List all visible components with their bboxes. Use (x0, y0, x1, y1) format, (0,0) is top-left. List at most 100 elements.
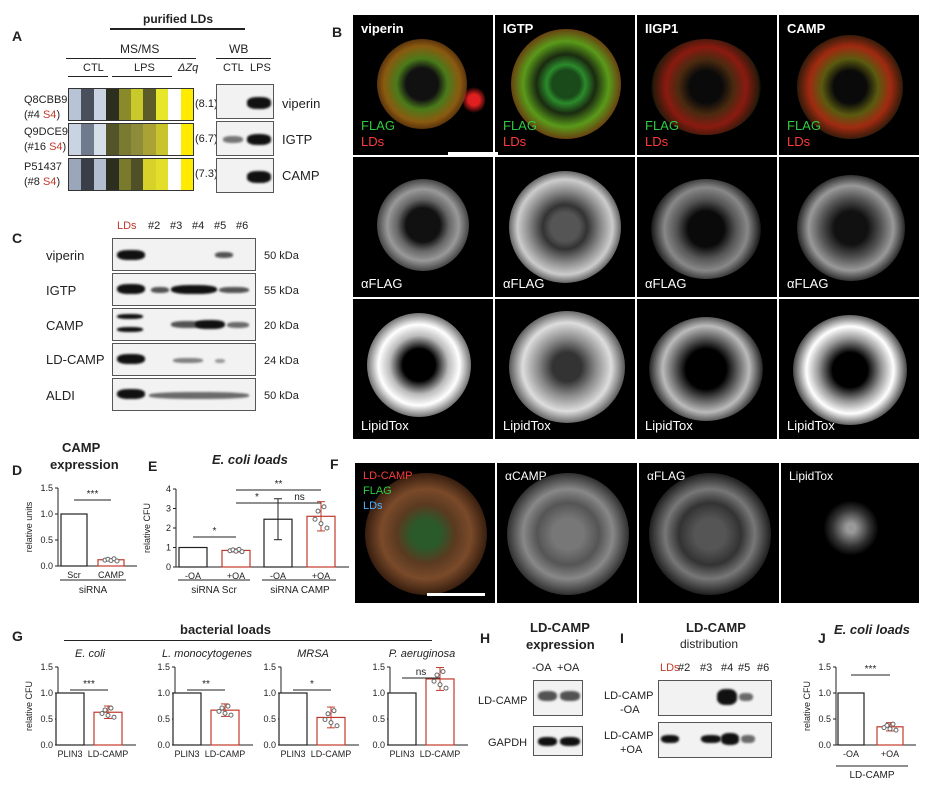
msms-label: MS/MS (120, 42, 160, 56)
chart-d-bar (60, 513, 88, 567)
i-lane-3: #3 (700, 662, 713, 674)
blot-c-ldcamp (112, 343, 256, 376)
chart-g1-sig-label: *** (83, 679, 95, 690)
blot-i-plus (658, 722, 772, 758)
chart-d-tick-label: 0.5 (40, 535, 53, 545)
blot-h-ldcamp (533, 680, 583, 716)
micro-viperin-merge: viperin FLAG LDs (352, 14, 494, 156)
chart-e-tick-label: 2 (166, 523, 171, 533)
panel-f-letter: F (330, 456, 339, 472)
kda-ldcamp: 24 kDa (264, 355, 299, 367)
chart-g1-dot (105, 712, 111, 718)
chart-g4-title: P. aeruginosa (389, 648, 455, 660)
heatmap-row-1 (68, 88, 194, 121)
panel-g-title: bacterial loads (180, 622, 272, 637)
lane-6: #6 (236, 220, 249, 232)
row3-sub: (#8 S4) (24, 176, 61, 188)
wb-camp (216, 158, 274, 193)
chart-g1-dot (108, 705, 114, 711)
chart-g3-bar (278, 692, 308, 746)
chart-g2-bar (210, 709, 240, 746)
chart-g4-tick-label: 0.5 (372, 714, 385, 724)
kda-igtp: 55 kDa (264, 285, 299, 297)
chart-e-dot (324, 525, 330, 531)
chart-g2-tick-label: 0.5 (157, 714, 170, 724)
chart-d-ylabel: relative units (24, 501, 34, 552)
f-label-flag: FLAG (363, 485, 392, 497)
row2-sub: (#16 S4) (24, 141, 67, 153)
chart-g2-dot (228, 712, 234, 718)
chart-g1-tick-label: 0.5 (40, 714, 53, 724)
micro-f-aflag: αFLAG (638, 462, 780, 604)
wb-igtp (216, 121, 274, 156)
panel-i-title-1: LD-CAMP (686, 620, 746, 635)
chart-j-bar (837, 692, 865, 746)
chart-g4-dot (443, 685, 449, 691)
chart-g1-ylabel: relative CFU (24, 681, 34, 731)
chart-j-dot (884, 722, 890, 728)
panel-e-letter: E (148, 458, 158, 474)
micro-camp-lipidtox: LipidTox (778, 298, 920, 440)
i-row1a: LD-CAMP (604, 690, 654, 702)
chart-g3-dot (325, 711, 331, 717)
scale-bar-f (427, 593, 485, 596)
micro-viperin-lipidtox: LipidTox (352, 298, 494, 440)
row2-dz: (6.7) (195, 133, 218, 145)
dz-label: ΔZq (178, 62, 199, 74)
row1-id: Q8CBB9 (24, 94, 68, 106)
lane-3: #3 (170, 220, 183, 232)
chart-g3-dot (334, 723, 340, 729)
chart-g2-category-label: PLIN3 (174, 749, 199, 759)
panel-h-title-2: expression (526, 637, 595, 652)
chart-e-category-label: -OA (270, 571, 286, 581)
chart-d-tick-label: 1.0 (40, 509, 53, 519)
blot-c-label-viperin: viperin (46, 248, 85, 263)
wb-lps-label: LPS (250, 62, 271, 74)
micro-iigp1-lipidtox: LipidTox (636, 298, 778, 440)
lane-5: #5 (214, 220, 227, 232)
f-label-ldcamp: LD-CAMP (363, 470, 413, 482)
panel-d-title-1: CAMP (62, 440, 101, 455)
chart-e-dot (318, 521, 324, 527)
panel-h-row1: LD-CAMP (478, 695, 528, 707)
chart-g2-sig-label: ** (202, 679, 210, 690)
chart-d-category-label: CAMP (98, 570, 124, 580)
panel-a-letter: A (12, 28, 23, 44)
kda-camp: 20 kDa (264, 320, 299, 332)
micro-f-acamp: αCAMP (496, 462, 638, 604)
chart-j-category-label: -OA (843, 749, 859, 759)
micro-igtp-aflag: αFLAG (494, 156, 636, 298)
f-label-lds: LDs (363, 500, 383, 512)
chart-e-dot (321, 504, 327, 510)
chart-e-bar (178, 546, 208, 568)
chart-g1-dot (99, 710, 105, 716)
blot-i-minus (658, 680, 772, 716)
blot-h-gapdh (533, 726, 583, 756)
panel-i-title-2: distribution (680, 637, 739, 651)
ctl-rule (68, 76, 108, 77)
chart-e-category-label: -OA (185, 571, 201, 581)
chart-g2-category-label: LD-CAMP (205, 749, 246, 759)
chart-e-category-label: +OA (227, 571, 245, 581)
chart-d-dot (114, 558, 120, 564)
micro-camp-aflag: αFLAG (778, 156, 920, 298)
chart-g3-tick-label: 0.0 (263, 740, 276, 750)
i-lane-lds: LDs (660, 662, 680, 674)
i-lane-5: #5 (738, 662, 751, 674)
chart-g4-tick-label: 1.0 (372, 688, 385, 698)
wb-label-viperin: viperin (282, 96, 321, 111)
chart-j-category-label: +OA (881, 749, 899, 759)
wb-label-camp: CAMP (282, 168, 320, 183)
micro-viperin-aflag: αFLAG (352, 156, 494, 298)
i-row1b: -OA (620, 704, 640, 716)
chart-j-tick-label: 0.5 (818, 714, 831, 724)
i-row2b: +OA (620, 744, 643, 756)
chart-g2-tick-label: 0.0 (157, 740, 170, 750)
chart-g2-tick-label: 1.5 (157, 662, 170, 672)
chart-e-sig2-label: ** (275, 479, 283, 490)
chart-g2-tick-label: 1.0 (157, 688, 170, 698)
blot-c-camp (112, 308, 256, 341)
panel-h-letter: H (480, 630, 491, 646)
blot-c-aldi (112, 378, 256, 411)
